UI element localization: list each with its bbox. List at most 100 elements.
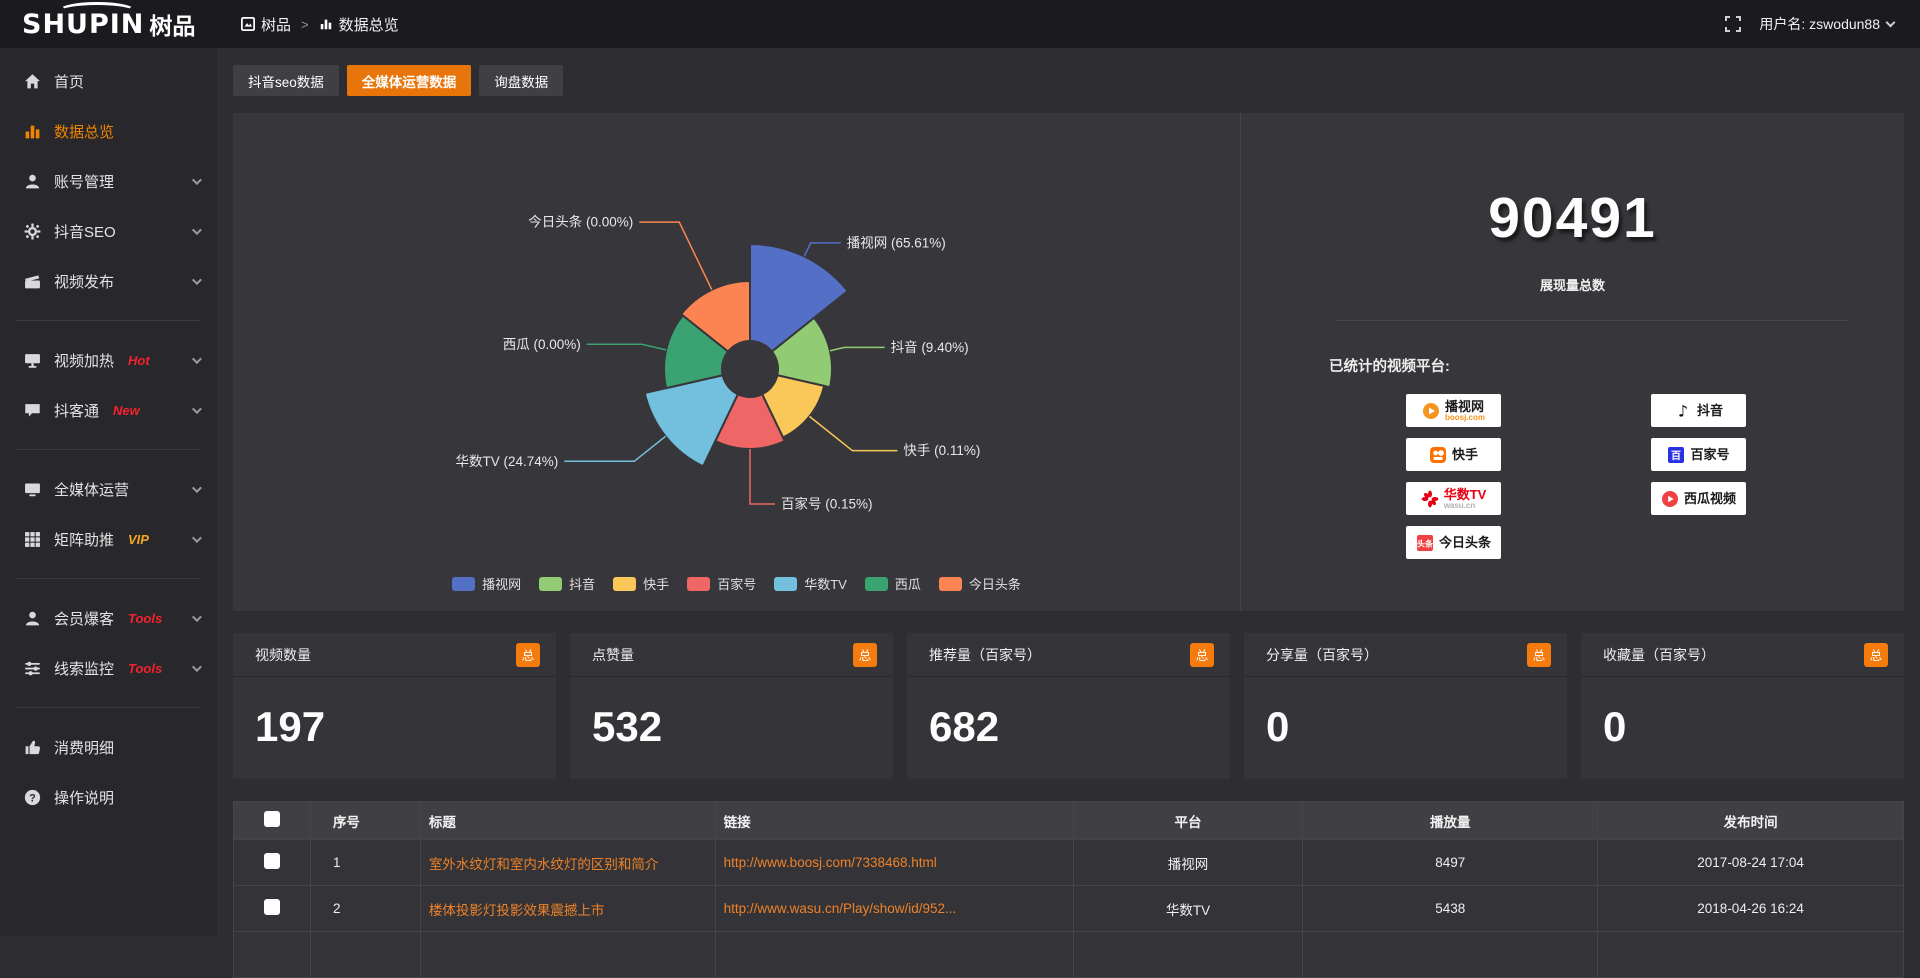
username-dropdown[interactable]: 用户名: zswodun88: [1759, 14, 1894, 34]
legend-swatch: [452, 577, 475, 591]
legend-item-4[interactable]: 华数TV: [774, 574, 847, 593]
tab-douyin-seo-data[interactable]: 抖音seo数据: [233, 65, 339, 96]
sidebar-divider: [16, 449, 201, 450]
sidebar-item-video-publish[interactable]: 视频发布: [0, 256, 217, 306]
table-cell-empty: [1598, 932, 1904, 978]
col-header-2: 链接: [715, 802, 1073, 840]
breadcrumb: 树品 > 数据总览: [241, 14, 399, 35]
fullscreen-button[interactable]: [1725, 16, 1741, 32]
table-cell-4: 5438: [1303, 886, 1598, 932]
row-checkbox-cell: [234, 932, 311, 978]
chart-panel: 播视网 (65.61%)抖音 (9.40%)快手 (0.11%)百家号 (0.1…: [233, 113, 1904, 611]
sidebar-item-account-manage[interactable]: 账号管理: [0, 156, 217, 206]
video-url-link[interactable]: http://www.boosj.com/7338468.html: [715, 840, 1073, 886]
video-url-link[interactable]: http://www.wasu.cn/Play/show/id/952...: [715, 886, 1073, 932]
logo-arc: [58, 2, 136, 20]
total-impressions-value: 90491: [1241, 185, 1904, 251]
legend-item-3[interactable]: 百家号: [687, 574, 756, 593]
legend-item-5[interactable]: 西瓜: [865, 574, 921, 593]
sidebar-item-label: 操作说明: [54, 787, 114, 808]
publish-icon: [24, 273, 41, 290]
table-cell-0: 2: [310, 886, 420, 932]
logo-text-cn: 树品: [149, 7, 195, 41]
total-badge[interactable]: 总: [1190, 643, 1214, 667]
legend-item-1[interactable]: 抖音: [539, 574, 595, 593]
table-header-row: 序号标题链接平台播放量发布时间: [234, 802, 1904, 840]
pie-label-line-0: [804, 243, 841, 257]
tab-inquiry-data[interactable]: 询盘数据: [479, 65, 563, 96]
data-tabs: 抖音seo数据全媒体运营数据询盘数据: [233, 65, 1904, 96]
main-content: 抖音seo数据全媒体运营数据询盘数据 播视网 (65.61%)抖音 (9.40%…: [217, 48, 1920, 978]
bar-chart-icon: [24, 123, 41, 140]
sidebar-item-data-overview[interactable]: 数据总览: [0, 106, 217, 156]
sidebar-item-badge: Hot: [128, 353, 150, 368]
video-title-link[interactable]: 楼体投影灯投影效果震撼上市: [420, 886, 715, 932]
legend-item-2[interactable]: 快手: [613, 574, 669, 593]
breadcrumb-current[interactable]: 数据总览: [319, 14, 399, 35]
chevron-down-icon: [192, 533, 202, 543]
row-checkbox[interactable]: [264, 853, 280, 869]
breadcrumb-root[interactable]: 树品: [241, 14, 291, 35]
pie-label-2: 快手 (0.11%): [903, 443, 980, 458]
svg-text:百: 百: [1671, 450, 1681, 462]
platform-badge-text: 快手: [1452, 448, 1478, 461]
user-icon: [24, 610, 41, 627]
table-cell-4: 8497: [1303, 840, 1598, 886]
legend-item-6[interactable]: 今日头条: [939, 574, 1021, 593]
platform-badge-百家号: 百百家号: [1651, 438, 1746, 471]
pie-slice-4[interactable]: [645, 375, 738, 466]
legend-item-0[interactable]: 播视网: [452, 574, 521, 593]
stat-card-label: 推荐量（百家号）: [929, 645, 1041, 665]
app-logo[interactable]: SHUPIN 树品: [0, 0, 217, 48]
platform-badge-快手: 快手: [1406, 438, 1501, 471]
total-badge[interactable]: 总: [853, 643, 877, 667]
sidebar-item-label: 首页: [54, 71, 84, 92]
chevron-down-icon: [192, 354, 202, 364]
pie-label-line-6: [639, 222, 712, 290]
sidebar-item-badge: Tools: [128, 661, 162, 676]
platform-badge-text: 西瓜视频: [1684, 492, 1736, 505]
sidebar-item-label: 抖客通: [54, 400, 99, 421]
tab-media-operation-data[interactable]: 全媒体运营数据: [347, 65, 472, 96]
user-icon: [24, 173, 41, 190]
sidebar-item-label: 视频加热: [54, 350, 114, 371]
legend-swatch: [539, 577, 562, 591]
table-cell-empty: [1073, 932, 1303, 978]
sidebar-item-home[interactable]: 首页: [0, 56, 217, 106]
row-checkbox[interactable]: [264, 899, 280, 915]
legend-label: 百家号: [717, 574, 756, 593]
sidebar-item-operation-guide[interactable]: ?操作说明: [0, 772, 217, 822]
sidebar-item-label: 全媒体运营: [54, 479, 129, 500]
sidebar-item-media-operation[interactable]: 全媒体运营: [0, 464, 217, 514]
platform-subtext: wasu.cn: [1444, 501, 1487, 510]
table-cell-0: 1: [310, 840, 420, 886]
total-badge[interactable]: 总: [1527, 643, 1551, 667]
video-title-link[interactable]: 室外水纹灯和室内水纹灯的区别和简介: [420, 840, 715, 886]
sidebar-item-consume-detail[interactable]: 消费明细: [0, 722, 217, 772]
table-cell-empty: [420, 932, 715, 978]
stat-card-header: 分享量（百家号）总: [1244, 633, 1567, 677]
platform-name: 百家号: [1690, 448, 1729, 461]
total-badge[interactable]: 总: [516, 643, 540, 667]
sidebar-item-video-heat[interactable]: 视频加热 Hot: [0, 335, 217, 385]
sidebar-item-douyin-seo[interactable]: 抖音SEO: [0, 206, 217, 256]
select-all-checkbox[interactable]: [264, 811, 280, 827]
total-badge[interactable]: 总: [1864, 643, 1888, 667]
col-header-4: 播放量: [1303, 802, 1598, 840]
chevron-down-icon: [192, 404, 202, 414]
breadcrumb-separator: >: [301, 17, 309, 32]
table-cell-5: 2018-04-26 16:24: [1598, 886, 1904, 932]
